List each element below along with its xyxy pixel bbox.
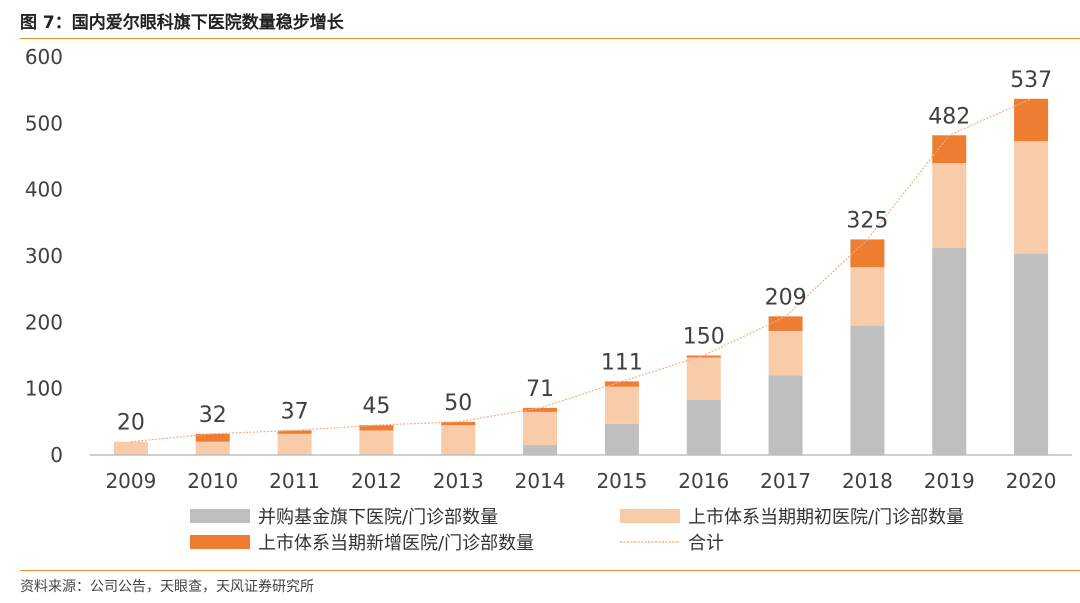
total-data-label: 45: [362, 394, 390, 419]
x-tick-label: 2018: [842, 469, 893, 493]
bar-segment-s3: [523, 407, 558, 412]
x-tick-label: 2020: [1006, 469, 1057, 493]
total-data-label: 20: [117, 411, 145, 436]
source-note: 资料来源：公司公告，天眼查，天风证券研究所: [20, 579, 314, 595]
bar-segment-s2: [932, 163, 967, 249]
total-data-label: 209: [765, 285, 807, 310]
y-tick-label: 400: [25, 178, 63, 202]
bar-segment-s2: [1014, 141, 1049, 255]
x-tick-label: 2011: [269, 469, 320, 493]
bar-segment-s2: [523, 411, 558, 446]
total-data-label: 32: [199, 403, 227, 428]
x-tick-label: 2013: [433, 469, 484, 493]
total-data-label: 71: [526, 377, 554, 402]
bar-segment-s1: [686, 399, 721, 455]
bar-segment-s1: [604, 423, 639, 455]
bar-segment-s3: [277, 430, 312, 434]
y-tick-label: 100: [25, 377, 63, 401]
legend-swatch-1: [190, 509, 250, 523]
bar-segment-s2: [195, 441, 230, 455]
x-tick-label: 2019: [924, 469, 975, 493]
x-axis: 2009 2010 2011 2012 2013 2014 2015 2016 2017 2018…: [90, 454, 1072, 493]
bar-segment-s1: [932, 248, 967, 455]
bar-segment-s3: [1014, 98, 1049, 142]
total-data-label: 50: [444, 391, 472, 416]
bar-segment-s3: [850, 239, 885, 268]
total-line-path: [130, 98, 1032, 443]
bar-segment-s1: [768, 375, 803, 455]
total-data-label: 111: [601, 350, 643, 375]
legend: 并购基金旗下医院/门诊部数量 上市体系当期期初医院/门诊部数量上市体系当期新增医院…: [190, 507, 964, 554]
legend-swatch-3: [190, 535, 250, 549]
y-tick-label: 500: [25, 111, 63, 135]
legend-label: 合计: [688, 533, 724, 554]
x-tick-label: 2012: [351, 469, 402, 493]
bar-segment-s3: [195, 433, 230, 442]
bar-segment-s3: [768, 316, 803, 331]
bar-segment-s3: [604, 381, 639, 387]
bar-segment-s2: [850, 267, 885, 326]
total-labels: 20 32 37 45 50 71 111 150 209 325 482 537: [117, 68, 1052, 436]
figure-title: 图 7：国内爱尔眼科旗下医院数量稳步增长: [20, 13, 344, 33]
bottom-rule: [20, 570, 1080, 571]
y-tick-label: 200: [25, 310, 63, 334]
legend-label: 上市体系当期新增医院/门诊部数量: [258, 533, 534, 554]
total-data-label: 537: [1010, 68, 1052, 93]
bar-segment-s2: [113, 441, 148, 455]
y-tick-label: 300: [25, 244, 63, 268]
x-tick-label: 2014: [515, 469, 566, 493]
top-rule: [20, 38, 1080, 39]
x-tick-label: 2017: [760, 469, 811, 493]
total-line: [130, 98, 1032, 443]
x-tick-label: 2009: [105, 469, 156, 493]
bar-segment-s3: [686, 355, 721, 358]
bar-segment-s3: [359, 425, 394, 431]
total-data-label: 325: [846, 208, 888, 233]
bar-segment-s2: [686, 357, 721, 400]
bar-segment-s1: [523, 445, 558, 455]
x-tick-label: 2015: [596, 469, 647, 493]
y-tick-label: 0: [50, 443, 63, 467]
bar-segment-s3: [932, 135, 967, 164]
bar-segment-s2: [768, 330, 803, 376]
y-axis: 0 100 200 300 400 500 600: [25, 45, 63, 467]
bar-segment-s2: [604, 386, 639, 424]
bar-segment-s2: [441, 425, 476, 455]
total-data-label: 482: [928, 104, 970, 129]
bar-segment-s2: [359, 430, 394, 455]
legend-label: 上市体系当期期初医院/门诊部数量: [688, 507, 964, 528]
total-data-label: 37: [281, 399, 309, 424]
bar-segment-s2: [277, 433, 312, 455]
x-tick-label: 2016: [678, 469, 729, 493]
legend-swatch-2: [620, 509, 680, 523]
legend-label: 并购基金旗下医院/门诊部数量: [258, 507, 498, 528]
x-tick-label: 2010: [187, 469, 238, 493]
bars: [113, 98, 1049, 455]
y-tick-label: 600: [25, 45, 63, 69]
total-data-label: 150: [683, 325, 725, 350]
bar-segment-s1: [850, 325, 885, 455]
bar-segment-s1: [1014, 254, 1049, 455]
bar-segment-s3: [441, 421, 476, 426]
